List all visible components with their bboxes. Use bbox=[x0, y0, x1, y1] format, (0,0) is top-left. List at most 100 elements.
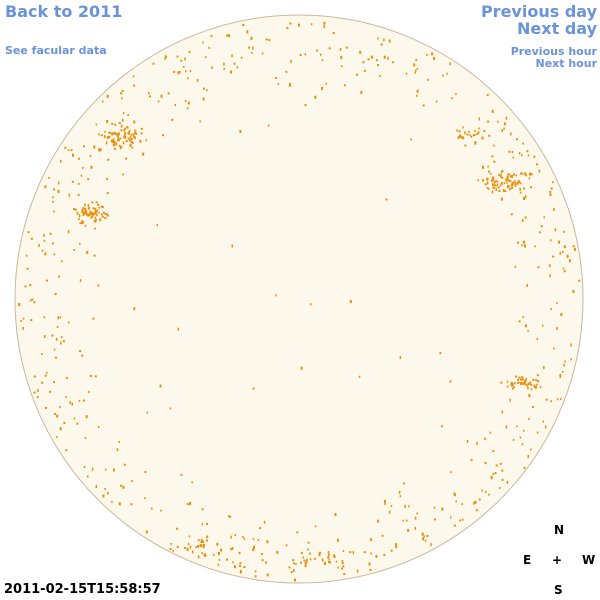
facula-mark bbox=[495, 179, 497, 182]
facula-mark bbox=[487, 120, 490, 123]
facula-mark bbox=[44, 252, 47, 256]
facula-mark bbox=[536, 431, 539, 434]
facula-mark bbox=[562, 267, 565, 270]
facula-mark bbox=[506, 177, 509, 181]
facula-mark bbox=[302, 556, 305, 559]
facula-mark bbox=[363, 551, 366, 554]
facula-mark bbox=[556, 302, 558, 305]
facula-mark bbox=[65, 396, 67, 398]
facula-mark bbox=[87, 178, 90, 181]
facula-mark bbox=[512, 181, 515, 184]
facula-mark bbox=[113, 147, 116, 150]
facula-mark bbox=[323, 21, 326, 25]
facula-mark bbox=[535, 387, 537, 389]
facula-mark bbox=[426, 54, 428, 56]
facula-mark bbox=[426, 535, 429, 537]
facula-mark bbox=[208, 46, 210, 49]
facula-mark bbox=[133, 136, 135, 139]
next-hour-link[interactable]: Next hour bbox=[535, 57, 598, 70]
previous-hour-link[interactable]: Previous hour bbox=[510, 45, 597, 58]
facula-mark bbox=[442, 74, 444, 77]
facula-mark bbox=[94, 207, 97, 211]
facula-mark bbox=[275, 294, 277, 297]
facula-mark bbox=[488, 170, 490, 173]
facula-mark bbox=[533, 385, 536, 388]
facula-mark bbox=[132, 75, 135, 78]
facula-mark bbox=[203, 87, 205, 90]
next-day-link[interactable]: Next day bbox=[517, 19, 597, 38]
facula-mark bbox=[210, 35, 213, 38]
facula-mark bbox=[549, 190, 552, 193]
facula-mark bbox=[144, 471, 147, 473]
facula-mark bbox=[169, 548, 172, 550]
facula-mark bbox=[469, 134, 471, 137]
facula-mark bbox=[53, 348, 56, 351]
facula-mark bbox=[405, 72, 408, 75]
compass-south-label: S bbox=[554, 583, 563, 597]
see-facular-data-link[interactable]: See facular data bbox=[5, 44, 107, 57]
facula-mark bbox=[82, 207, 85, 210]
facula-mark bbox=[528, 394, 531, 398]
facula-mark bbox=[266, 573, 269, 577]
facula-mark bbox=[493, 160, 496, 163]
facula-mark bbox=[554, 228, 557, 232]
facula-mark bbox=[116, 139, 119, 142]
facula-mark bbox=[122, 173, 124, 176]
facula-mark bbox=[478, 127, 480, 130]
previous-day-link[interactable]: Previous day bbox=[480, 2, 597, 21]
facula-mark bbox=[356, 73, 359, 76]
facula-mark bbox=[81, 354, 84, 357]
facula-mark bbox=[142, 152, 145, 156]
facula-mark bbox=[321, 87, 324, 90]
facula-mark bbox=[120, 129, 123, 132]
facula-mark bbox=[535, 385, 537, 388]
facula-mark bbox=[521, 376, 524, 379]
facula-mark bbox=[59, 405, 61, 408]
facula-mark bbox=[478, 117, 481, 121]
facula-mark bbox=[73, 249, 75, 251]
facula-mark bbox=[54, 293, 57, 295]
facula-mark bbox=[111, 500, 113, 503]
facula-mark bbox=[100, 205, 103, 208]
facula-mark bbox=[81, 211, 84, 214]
facula-mark bbox=[59, 427, 62, 431]
facula-mark bbox=[570, 358, 572, 361]
facula-mark bbox=[503, 122, 506, 126]
facula-mark bbox=[559, 251, 561, 255]
facula-mark bbox=[325, 82, 327, 85]
facula-mark bbox=[476, 133, 479, 135]
facula-mark bbox=[115, 142, 118, 146]
facula-mark bbox=[542, 420, 544, 423]
facula-mark bbox=[99, 148, 102, 152]
facula-mark bbox=[550, 187, 553, 190]
facula-mark bbox=[550, 239, 552, 242]
facula-mark bbox=[277, 83, 280, 86]
facula-mark bbox=[116, 448, 119, 452]
facula-mark bbox=[512, 438, 515, 441]
facula-mark bbox=[200, 538, 203, 541]
facula-mark bbox=[65, 449, 68, 452]
facula-mark bbox=[101, 215, 104, 218]
facula-mark bbox=[25, 254, 28, 257]
back-to-year-link[interactable]: Back to 2011 bbox=[5, 2, 123, 21]
facula-mark bbox=[501, 410, 504, 414]
facula-mark bbox=[187, 77, 189, 80]
facula-mark bbox=[56, 325, 59, 328]
facula-mark bbox=[80, 174, 83, 177]
facula-mark bbox=[172, 549, 174, 552]
facula-mark bbox=[304, 564, 307, 568]
facula-mark bbox=[30, 237, 33, 240]
facula-mark bbox=[335, 560, 338, 563]
facula-mark bbox=[377, 519, 380, 523]
facula-mark bbox=[414, 526, 417, 530]
facula-mark bbox=[69, 400, 71, 404]
facula-mark bbox=[288, 566, 291, 569]
facula-mark bbox=[388, 39, 391, 43]
facula-mark bbox=[564, 360, 566, 363]
facula-mark bbox=[407, 528, 410, 532]
facula-mark bbox=[239, 570, 242, 573]
facula-mark bbox=[149, 95, 151, 98]
facula-mark bbox=[133, 307, 136, 311]
facula-mark bbox=[254, 575, 257, 578]
facula-mark bbox=[48, 176, 50, 179]
